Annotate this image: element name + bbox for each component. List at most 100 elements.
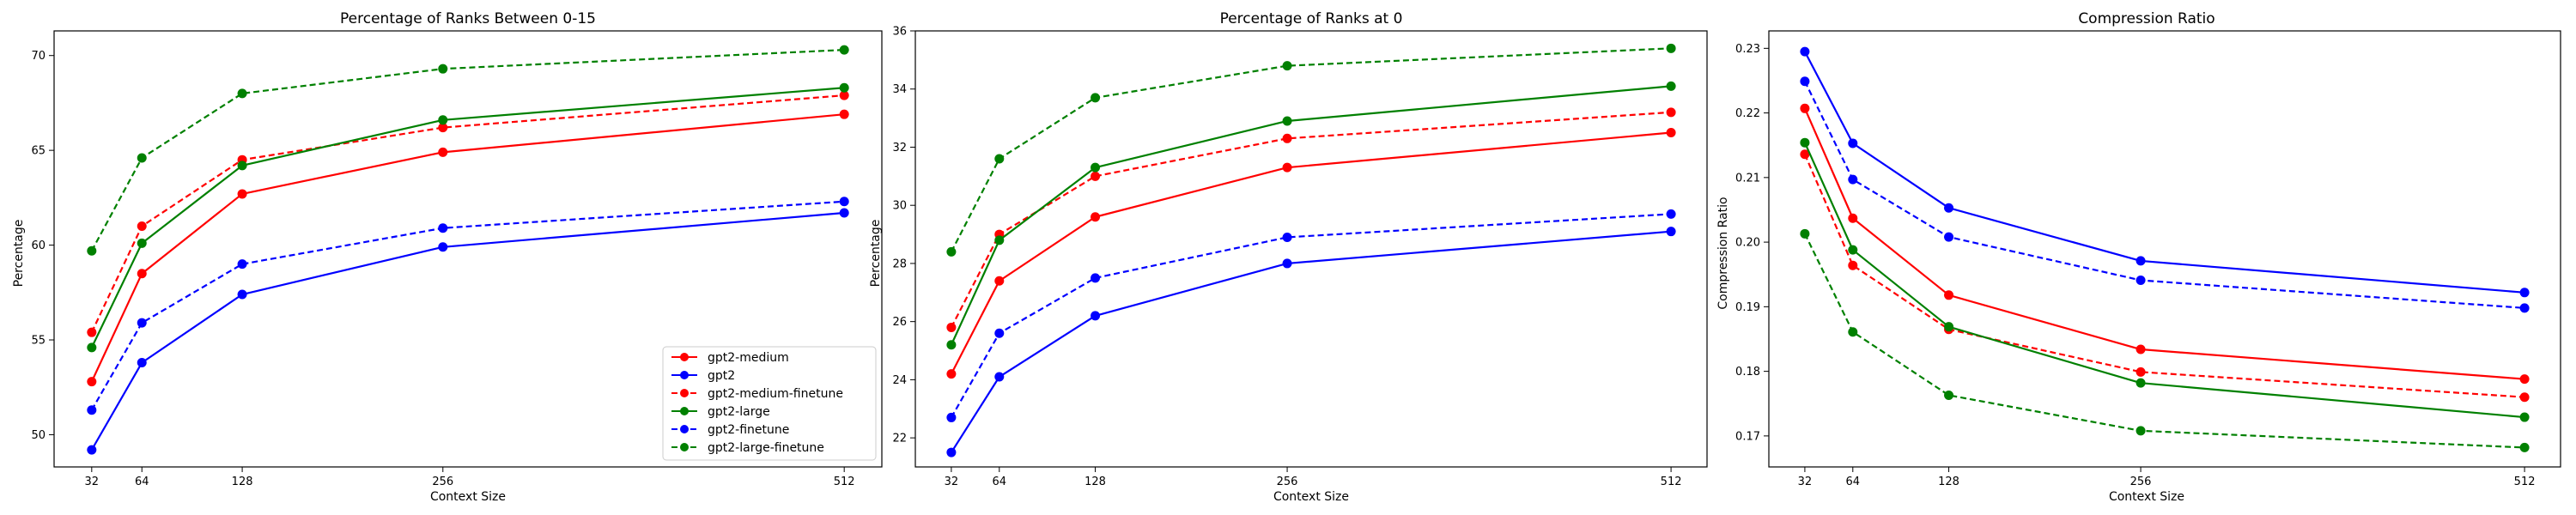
legend-item-gpt2-medium: gpt2-medium [671, 351, 789, 365]
y-tick-label: 65 [31, 145, 46, 158]
data-point-gpt2-large-finetune [1944, 390, 1954, 400]
data-point-gpt2 [994, 372, 1005, 382]
x-tick-label: 64 [1846, 476, 1861, 488]
y-tick-label: 36 [892, 26, 907, 39]
data-point-gpt2-finetune [438, 223, 448, 233]
legend-marker [680, 407, 689, 415]
data-point-gpt2-medium [1944, 290, 1954, 300]
series-line-gpt2-large-finetune [90, 48, 845, 251]
data-point-gpt2-medium [237, 189, 247, 199]
data-point-gpt2-large-finetune [1282, 61, 1292, 71]
chart-panel-ranks-at-0: Percentage of Ranks at 0 Context Size Pe… [869, 10, 1708, 504]
y-axis-label: Compression Ratio [1716, 197, 1730, 309]
data-point-gpt2 [1091, 311, 1101, 321]
data-point-gpt2-finetune [1944, 232, 1954, 242]
data-point-gpt2 [87, 445, 97, 455]
axis-ticks: 32 64 128 256 512 22 24 26 28 30 32 34 36 [892, 26, 1681, 489]
data-point-gpt2-finetune [2136, 276, 2146, 286]
data-point-gpt2 [1282, 258, 1292, 269]
x-tick-label: 32 [945, 476, 959, 488]
y-axis-label: Percentage [12, 220, 26, 288]
data-point-gpt2-finetune [237, 259, 247, 270]
data-point-gpt2-large [1848, 245, 1858, 255]
legend-marker [680, 425, 689, 433]
x-tick-label: 64 [993, 476, 1007, 488]
y-tick-label: 0.17 [1735, 430, 1760, 443]
data-point-gpt2 [839, 208, 849, 218]
data-point-gpt2 [237, 289, 247, 300]
data-point-gpt2-finetune [1091, 273, 1101, 283]
x-tick-label: 128 [1084, 476, 1106, 488]
y-tick-label: 28 [892, 258, 907, 270]
data-point-gpt2-large-finetune [1666, 43, 1676, 53]
y-tick-label: 0.18 [1735, 366, 1760, 379]
y-tick-label: 24 [892, 374, 907, 387]
data-point-gpt2-large-finetune [237, 88, 247, 99]
series-line-gpt2-finetune [950, 213, 1672, 418]
x-axis-label: Context Size [2109, 490, 2184, 504]
data-point-gpt2-finetune [1800, 76, 1810, 87]
data-point-gpt2-medium [994, 276, 1005, 286]
x-axis-label: Context Size [430, 490, 506, 504]
y-tick-label: 30 [892, 200, 907, 213]
data-point-gpt2-large [1944, 322, 1954, 332]
series-line-gpt2-finetune [90, 200, 845, 411]
data-point-gpt2-large-finetune [438, 64, 448, 74]
chart-panel-ranks-0-15: Percentage of Ranks Between 0-15 Context… [12, 10, 883, 504]
legend-box [662, 346, 877, 461]
data-point-gpt2-large [2136, 378, 2146, 388]
y-tick-label: 26 [892, 316, 907, 329]
legend-label: gpt2-large [708, 405, 770, 419]
data-point-gpt2-large [839, 82, 849, 93]
data-point-gpt2-finetune [2519, 303, 2530, 313]
data-point-gpt2-finetune [137, 318, 147, 328]
x-tick-label: 512 [834, 476, 855, 488]
x-tick-label: 256 [1277, 476, 1298, 488]
legend-label: gpt2 [708, 369, 735, 383]
plot-frame [914, 30, 1708, 468]
legend-label: gpt2-medium-finetune [708, 387, 843, 401]
data-point-gpt2-large-finetune [994, 154, 1005, 164]
data-point-gpt2-large [137, 238, 147, 248]
data-point-gpt2-large-finetune [946, 246, 957, 257]
data-point-gpt2-medium-finetune [1091, 171, 1101, 181]
legend-item-gpt2-large-finetune: gpt2-large-finetune [671, 441, 824, 455]
data-point-gpt2 [2519, 288, 2530, 298]
axis-ticks: 32 64 128 256 512 0.17 0.18 0.19 0.20 0.21 0.22 0.2… [1735, 43, 2535, 488]
y-tick-label: 34 [892, 83, 907, 96]
data-point-gpt2-medium [1848, 213, 1858, 223]
data-point-gpt2-large [438, 115, 448, 125]
data-point-gpt2-medium [1282, 162, 1292, 173]
legend-marker [680, 371, 689, 379]
x-tick-label: 256 [432, 476, 453, 488]
data-point-gpt2-medium-finetune [1800, 149, 1810, 160]
legend: gpt2-medium gpt2 gpt2-medium-finetune gp… [662, 346, 877, 461]
data-point-gpt2-large [1091, 162, 1101, 173]
y-tick-label: 55 [31, 335, 46, 348]
data-point-gpt2-finetune [994, 328, 1005, 338]
legend-marker [680, 443, 689, 451]
x-tick-label: 32 [1798, 476, 1813, 488]
y-tick-label: 0.22 [1735, 107, 1760, 120]
data-point-gpt2-large-finetune [1848, 327, 1858, 337]
data-point-gpt2 [438, 242, 448, 252]
data-point-gpt2-large [2519, 412, 2530, 422]
y-tick-label: 0.23 [1735, 43, 1760, 56]
legend-marker [680, 353, 689, 361]
data-point-gpt2-large-finetune [87, 245, 97, 256]
data-point-gpt2-medium-finetune [1666, 107, 1676, 118]
data-point-gpt2-medium-finetune [87, 327, 97, 337]
data-point-gpt2-large-finetune [1091, 93, 1101, 103]
data-point-gpt2-finetune [839, 197, 849, 207]
data-point-gpt2-medium [2136, 344, 2146, 354]
data-point-gpt2-large [87, 342, 97, 353]
data-point-gpt2-large-finetune [2136, 426, 2146, 436]
axis-ticks: 32 64 128 256 512 50 55 60 65 70 [31, 50, 854, 488]
chart-title: Percentage of Ranks at 0 [1220, 10, 1403, 27]
chart-title: Compression Ratio [2078, 10, 2215, 27]
data-point-gpt2 [1800, 46, 1810, 57]
y-tick-label: 50 [31, 429, 46, 442]
data-point-gpt2-medium [137, 269, 147, 279]
legend-marker [680, 389, 689, 397]
